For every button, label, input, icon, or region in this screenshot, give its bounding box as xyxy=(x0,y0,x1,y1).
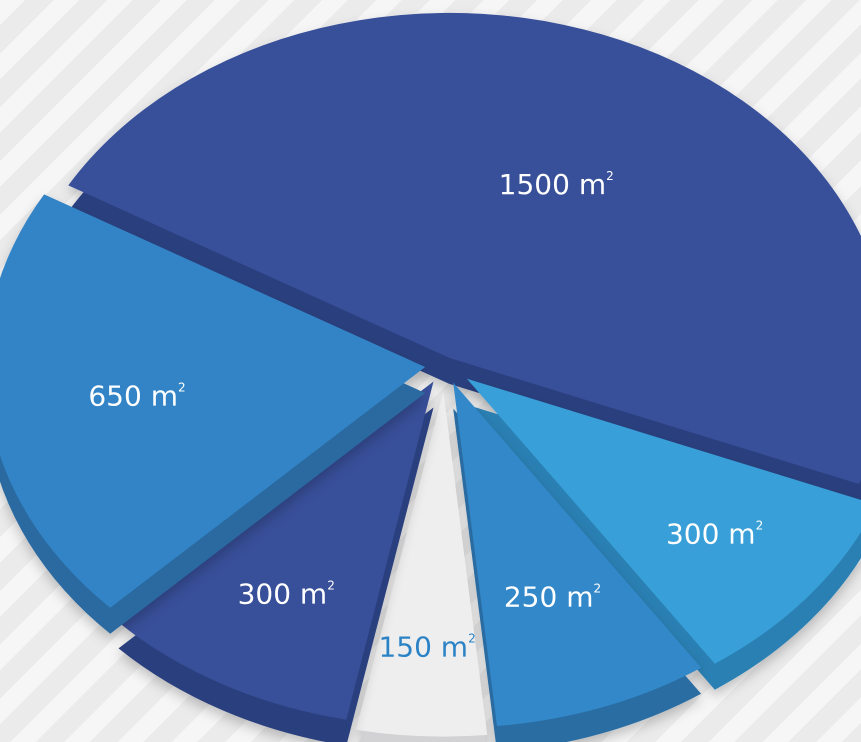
slice-unit-superscript: 2 xyxy=(327,579,335,593)
pie-slice-top xyxy=(453,382,702,726)
slice-value: 650 xyxy=(88,379,150,412)
slice-unit: m xyxy=(441,631,468,664)
slice-unit-superscript: 2 xyxy=(756,519,764,533)
pie-slice-top xyxy=(118,381,434,720)
slice-value: 300 xyxy=(666,518,728,551)
pie-slice-label: 650 m2 xyxy=(88,379,185,412)
slice-unit-superscript: 2 xyxy=(468,632,476,646)
slice-unit: m xyxy=(566,581,593,614)
pie-slice-4 xyxy=(356,391,488,742)
pie-slice-2 xyxy=(466,378,861,690)
pie-slice-label: 150 m2 xyxy=(378,631,475,664)
slice-unit-superscript: 2 xyxy=(606,169,614,183)
slice-unit: m xyxy=(151,379,178,412)
slice-unit: m xyxy=(579,168,606,201)
slice-unit: m xyxy=(728,518,755,551)
pie-slice-top xyxy=(466,378,861,664)
pie-slice-label: 1500 m2 xyxy=(499,168,614,201)
pie-slice-label: 250 m2 xyxy=(504,581,601,614)
pie-slice-label: 300 m2 xyxy=(666,518,763,551)
pie-slice-label: 300 m2 xyxy=(238,578,335,611)
pie-slice-5 xyxy=(118,381,434,742)
slice-value: 150 xyxy=(378,631,440,664)
slice-value: 300 xyxy=(238,578,300,611)
pie-slice-1 xyxy=(68,12,861,510)
pie-slice-top xyxy=(0,194,426,608)
pie-slice-top xyxy=(356,391,488,737)
slice-unit: m xyxy=(300,578,327,611)
pie-slice-top xyxy=(68,12,861,484)
pie-slice-3 xyxy=(453,382,702,742)
slice-unit-superscript: 2 xyxy=(593,582,601,596)
slice-unit-superscript: 2 xyxy=(178,380,186,394)
pie-slice-6 xyxy=(0,194,426,634)
slice-value: 1500 xyxy=(499,168,579,201)
slice-value: 250 xyxy=(504,581,566,614)
